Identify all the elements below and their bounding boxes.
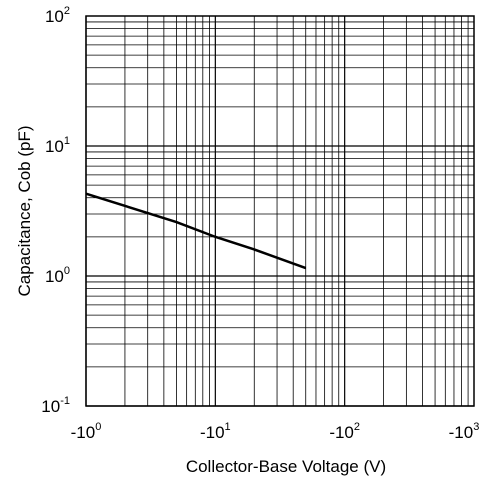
series-line — [85, 192, 307, 270]
y-tick-label: 102 — [45, 5, 70, 26]
x-tick-label: -102 — [329, 421, 360, 442]
x-axis-label: Collector-Base Voltage (V) — [186, 457, 386, 476]
x-tick-labels: -100 -101 -102 -103 — [71, 421, 480, 442]
plot-frame — [85, 15, 475, 407]
y-tick-label: 100 — [45, 265, 70, 286]
y-axis-label: Capacitance, Cob (pF) — [15, 125, 34, 296]
series-layer — [85, 192, 307, 270]
x-tick-label: -103 — [449, 421, 480, 442]
y-tick-label: 101 — [45, 135, 70, 156]
x-tick-label: -101 — [200, 421, 231, 442]
grid — [85, 16, 474, 407]
y-tick-label: 10-1 — [41, 395, 70, 416]
y-tick-labels: 10-1 100 101 102 — [41, 5, 70, 416]
x-tick-label: -100 — [71, 421, 102, 442]
